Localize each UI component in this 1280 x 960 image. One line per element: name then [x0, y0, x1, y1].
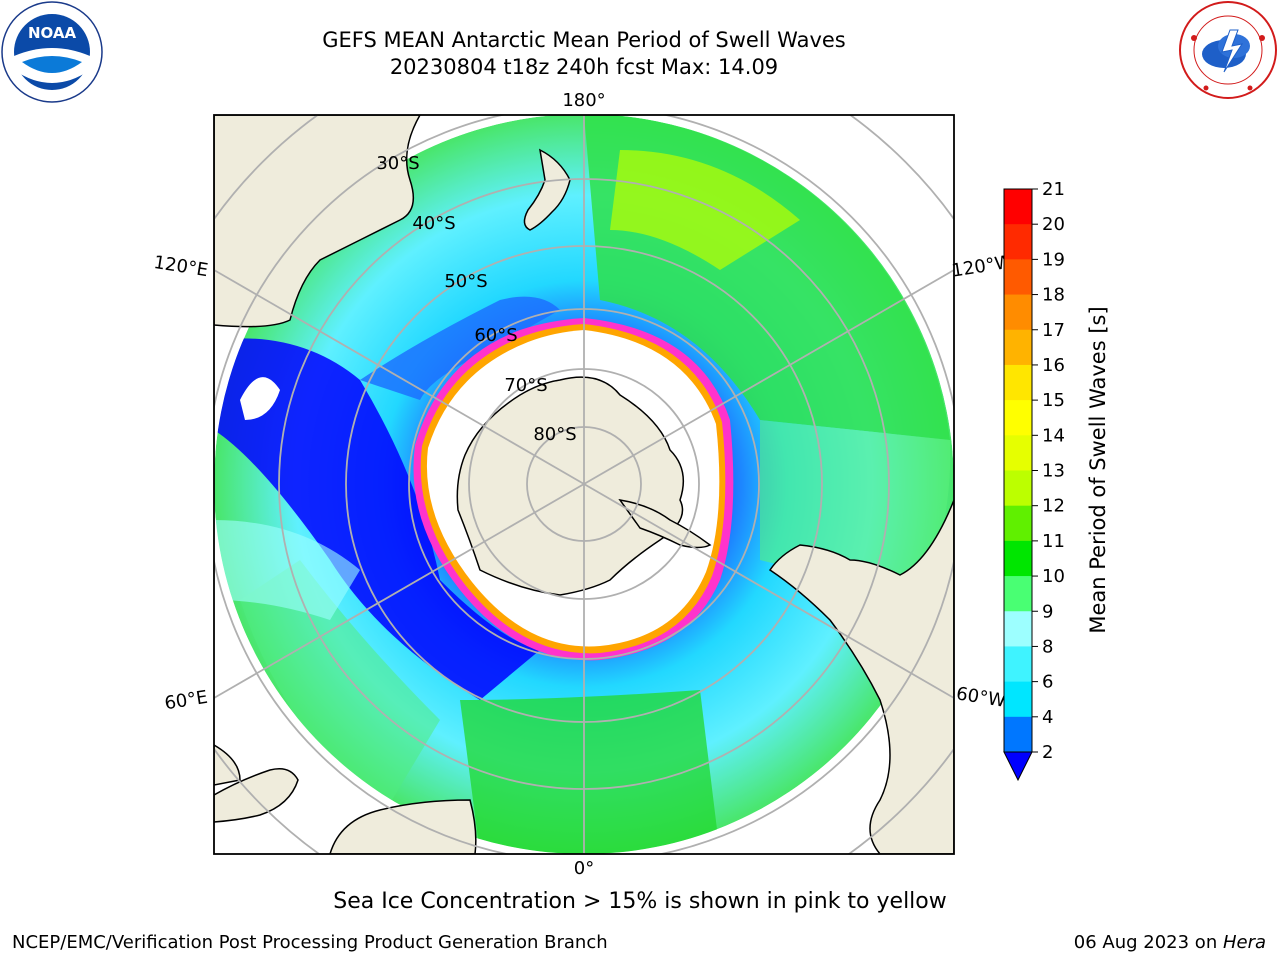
colorbar-segment	[1004, 681, 1032, 718]
colorbar-tick-label: 14	[1042, 425, 1065, 446]
svg-text:NOAA: NOAA	[28, 24, 77, 42]
lat-label-30s: 30°S	[376, 153, 419, 174]
land-masses	[214, 115, 954, 854]
colorbar-segment	[1004, 435, 1032, 471]
colorbar-tick-label: 11	[1042, 531, 1065, 552]
colorbar-segment	[1004, 329, 1032, 366]
antarctica	[413, 318, 734, 661]
lat-label-60s: 60°S	[474, 325, 517, 346]
colorbar-tick-label: 6	[1042, 672, 1053, 693]
colorbar-tick-label: 4	[1042, 707, 1053, 728]
lon-label-120e: 120°E	[152, 252, 209, 281]
footer-host: Hera	[1222, 932, 1266, 953]
footer-date: 06 Aug 2023 on Hera	[1074, 932, 1266, 953]
colorbar-tick-label: 20	[1042, 214, 1065, 235]
colorbar-tick-label: 12	[1042, 496, 1065, 517]
colorbar-segment	[1004, 611, 1032, 647]
footer-credit: NCEP/EMC/Verification Post Processing Pr…	[12, 932, 608, 953]
lat-label-70s: 70°S	[504, 375, 547, 396]
colorbar-tick-label: 10	[1042, 566, 1065, 587]
chart-subtitle: 20230804 t18z 240h fcst Max: 14.09	[389, 55, 779, 79]
nws-logo	[1179, 1, 1277, 99]
footer-date-text: 06 Aug 2023 on	[1073, 932, 1223, 953]
colorbar-tick-label: 21	[1042, 180, 1065, 200]
colorbar-segment	[1004, 259, 1032, 296]
colorbar-segment	[1004, 470, 1032, 507]
colorbar-segment	[1004, 400, 1032, 436]
colorbar-tick-label: 15	[1042, 390, 1065, 411]
colorbar-segment	[1004, 505, 1032, 542]
colorbar-tick-label: 8	[1042, 636, 1053, 657]
colorbar-segment	[1004, 646, 1032, 683]
lat-label-50s: 50°S	[444, 271, 487, 292]
colorbar-tick-label: 17	[1042, 320, 1065, 341]
colorbar-segment	[1004, 576, 1032, 612]
noaa-logo: NOAA	[1, 1, 103, 103]
colorbar-segment	[1004, 294, 1032, 331]
colorbar-tick-label: 19	[1042, 249, 1065, 270]
lat-label-40s: 40°S	[412, 213, 455, 234]
colorbar-segment	[1004, 364, 1032, 401]
colorbar-tick-label: 16	[1042, 355, 1065, 376]
colorbar-segment	[1004, 224, 1032, 260]
colorbar-tick-label: 18	[1042, 285, 1065, 306]
colorbar-segment	[1004, 716, 1032, 753]
map-frame	[213, 114, 955, 855]
graticule	[214, 115, 954, 854]
colorbar-tick-label: 2	[1042, 742, 1053, 763]
sea-ice-note: Sea Ice Concentration > 15% is shown in …	[333, 889, 947, 914]
colorbar-segment	[1004, 540, 1032, 577]
colorbar-tick-label: 13	[1042, 461, 1065, 482]
lon-label-180: 180°	[562, 90, 605, 111]
colorbar-segment	[1004, 189, 1032, 225]
lon-label-60e: 60°E	[163, 687, 209, 715]
lon-label-0: 0°	[574, 858, 594, 879]
colorbar: 21 20 19 18 17 16 15 14 13 12 11 10 9 8 6 4 2	[1003, 180, 1065, 782]
colorbar-tick-label: 9	[1042, 601, 1053, 622]
colorbar-label: Mean Period of Swell Waves [s]	[1086, 306, 1110, 634]
chart-title: GEFS MEAN Antarctic Mean Period of Swell…	[322, 28, 846, 52]
colorbar-extend-min	[1003, 751, 1033, 782]
lat-label-80s: 80°S	[533, 424, 576, 445]
